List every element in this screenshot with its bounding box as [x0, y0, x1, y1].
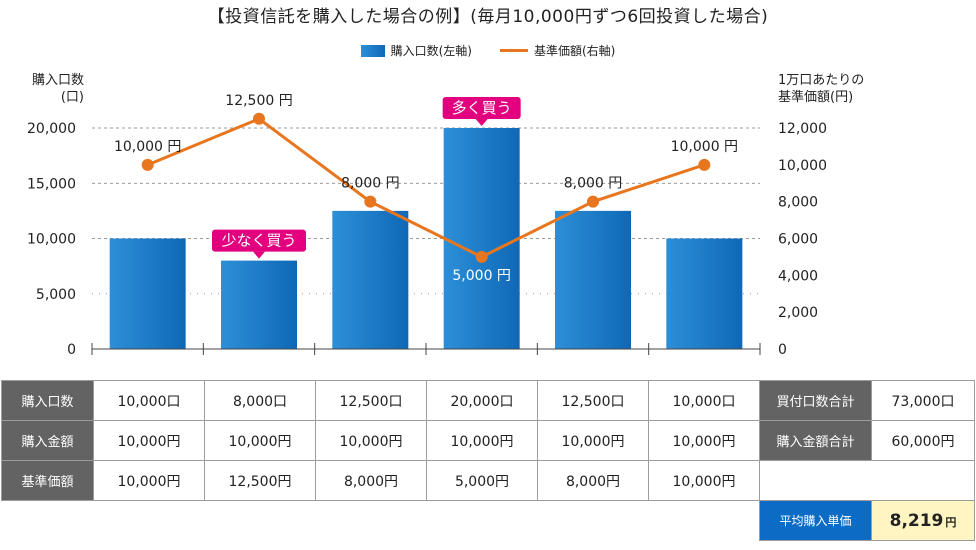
left-axis-title-line1: 購入口数	[31, 73, 84, 88]
table-cell: 12,500円	[204, 460, 316, 501]
table-cell: 8,000円	[537, 460, 649, 501]
legend-label-bars: 購入口数(左軸)	[390, 44, 472, 58]
right-axis-title-line2: 基準価額(円)	[778, 90, 854, 105]
table-cell: 12,500口	[315, 380, 427, 421]
right-axis-tick-label: 2,000	[778, 305, 818, 321]
summary-label: 購入金額合計	[759, 420, 872, 461]
average-row: 平均購入単価 8,219 円	[2, 500, 975, 541]
gridlines	[92, 127, 760, 295]
price-point	[698, 158, 711, 171]
row-header: 購入口数	[1, 380, 94, 421]
row-header: 購入金額	[1, 420, 94, 461]
callout-box	[212, 229, 306, 252]
left-axis-tick-label: 10,000	[27, 232, 76, 248]
left-axis-tick-label: 0	[67, 342, 76, 358]
axes: 0 5,000 10,000 15,000 20,000 0 2,000 4,000 6,000…	[27, 121, 827, 358]
right-axis-tick-label: 10,000	[778, 158, 827, 174]
callout-text: 多く買う	[452, 99, 512, 117]
chart-title: 【投資信託を購入した場合の例】(毎月10,000円ずつ6回投資した場合)	[207, 7, 769, 27]
table-cell: 5,000円	[426, 460, 538, 501]
callout-pointer	[253, 251, 265, 259]
left-axis-title: 購入口数 (口)	[20, 72, 84, 106]
bar	[443, 128, 520, 349]
price-point	[587, 195, 599, 208]
table-row: 購入口数 10,000口 8,000口 12,500口 20,000口 12,500口 10…	[1, 380, 975, 421]
point-label: 10,000 円	[114, 139, 181, 155]
table-cell: 12,500口	[537, 380, 649, 421]
left-axis-tick-label: 15,000	[27, 176, 76, 192]
average-label: 平均購入単価	[759, 500, 872, 541]
table-cell: 10,000円	[93, 460, 205, 501]
summary-value: 73,000口	[871, 380, 975, 421]
left-axis-title-line2: (口)	[60, 90, 84, 105]
callout: 多く買う	[442, 97, 521, 126]
table-cell: 10,000円	[93, 420, 205, 461]
right-axis-tick-label: 0	[778, 342, 787, 358]
table-cell: 10,000円	[537, 420, 649, 461]
summary-blank	[759, 460, 975, 501]
legend-swatch-bars	[360, 44, 385, 57]
price-line	[141, 112, 711, 263]
right-axis-tick-label: 6,000	[778, 232, 818, 248]
table-cell: 8,000円	[315, 460, 427, 501]
point-labels: 10,000 円 12,500 円 8,000 円 5,000 円 8,000 円 10,…	[114, 93, 738, 284]
data-table: 購入口数 10,000口 8,000口 12,500口 20,000口 12,500口 10…	[1, 380, 975, 541]
legend-swatch-line	[500, 49, 528, 52]
average-value: 8,219 円	[871, 500, 975, 541]
table-cell: 10,000口	[648, 380, 760, 421]
price-point	[475, 250, 488, 263]
summary-value: 60,000円	[871, 420, 975, 461]
right-axis-title-line1: 1万口あたりの	[778, 73, 865, 88]
legend-label-line: 基準価額(右軸)	[534, 44, 616, 58]
callouts: 少なく買う 多く買う	[212, 97, 521, 259]
bar	[109, 238, 186, 349]
callout: 少なく買う	[212, 229, 306, 259]
price-point	[253, 112, 265, 125]
table-cell: 10,000円	[204, 420, 316, 461]
legend-item-line: 基準価額(右軸)	[500, 42, 615, 59]
price-point	[141, 158, 154, 171]
table-cell: 10,000口	[93, 380, 205, 421]
row-header: 基準価額	[1, 460, 94, 501]
point-label: 5,000 円	[452, 268, 511, 284]
point-label: 12,500 円	[225, 93, 292, 109]
right-axis-tick-label: 4,000	[778, 268, 818, 284]
point-label: 8,000 円	[341, 176, 400, 192]
table-row: 基準価額 10,000円 12,500円 8,000円 5,000円 8,000円 10,0…	[1, 460, 975, 501]
callout-pointer	[475, 119, 488, 126]
bar	[666, 238, 743, 349]
price-line-path	[147, 117, 705, 259]
average-value-number: 8,219	[889, 510, 944, 531]
legend-item-bars: 購入口数(左軸)	[360, 42, 472, 59]
point-label: 8,000 円	[564, 176, 623, 192]
average-value-unit: 円	[945, 515, 957, 529]
table-cell: 10,000円	[648, 460, 760, 501]
bar	[332, 210, 409, 349]
bar	[221, 260, 297, 349]
summary-label: 買付口数合計	[759, 380, 872, 421]
bar	[555, 210, 631, 349]
right-axis-tick-label: 8,000	[778, 195, 818, 211]
callout-text: 少なく買う	[221, 232, 296, 250]
bars	[109, 128, 743, 349]
table-cell: 10,000円	[648, 420, 760, 461]
callout-box	[442, 97, 521, 119]
left-axis-tick-label: 20,000	[27, 121, 76, 137]
legend: 購入口数(左軸) 基準価額(右軸)	[0, 42, 976, 59]
point-label: 10,000 円	[671, 139, 738, 155]
left-axis-tick-label: 5,000	[36, 287, 76, 303]
table-cell: 10,000円	[315, 420, 427, 461]
right-axis-title: 1万口あたりの 基準価額(円)	[778, 72, 864, 106]
average-row-spacer	[2, 501, 760, 541]
table-row: 購入金額 10,000円 10,000円 10,000円 10,000円 10,000円 1…	[1, 420, 975, 461]
price-point	[364, 195, 377, 208]
chart-area: 0 5,000 10,000 15,000 20,000 0 2,000 4,000 6,000…	[27, 93, 827, 358]
right-axis-tick-label: 12,000	[778, 121, 827, 137]
table-cell: 10,000円	[426, 420, 538, 461]
table-cell: 8,000口	[204, 380, 316, 421]
table-cell: 20,000口	[426, 380, 538, 421]
